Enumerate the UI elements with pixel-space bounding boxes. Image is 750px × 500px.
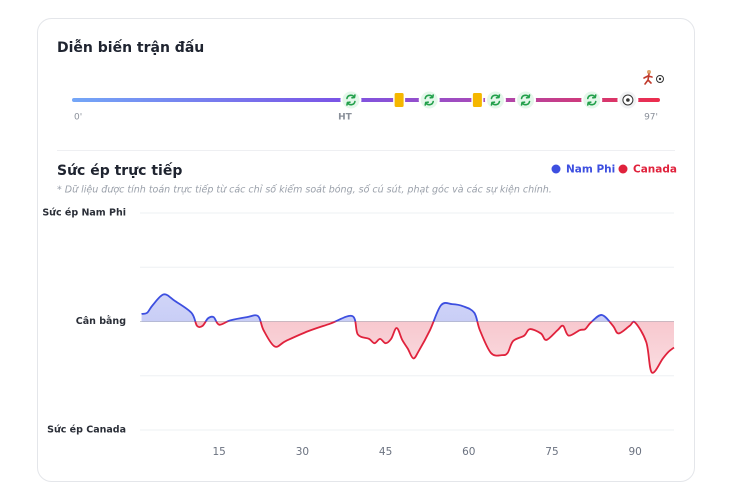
chart-subtitle: * Dữ liệu được tính toán trực tiếp từ cá…: [57, 185, 552, 196]
event-yellow: [471, 91, 484, 109]
legend-dot: [618, 164, 628, 174]
pressure-line: [141, 293, 675, 374]
event-goal: [617, 89, 639, 111]
event-sub: [484, 89, 506, 111]
event-sub: [581, 89, 603, 111]
card-title: Diễn biến trận đấu: [57, 39, 204, 56]
sub-icon: [424, 94, 435, 106]
y-tick-label: Sức ép Nam Phi: [42, 208, 126, 219]
chart-title: Sức ép trực tiếp: [57, 162, 182, 179]
yellow-card: [394, 93, 404, 107]
event-sub: [340, 89, 362, 111]
x-tick-label: 60: [462, 446, 475, 458]
runner-icon: [643, 70, 664, 85]
card: [37, 18, 695, 482]
event-yellow: [393, 91, 406, 109]
half-time-label: HT: [338, 113, 353, 123]
x-tick-label: 30: [296, 446, 309, 458]
event-sub: [418, 89, 440, 111]
ball-patch: [626, 98, 630, 102]
sub-icon: [490, 94, 501, 106]
legend-label: Nam Phi: [566, 164, 615, 176]
sub-icon-bg: [484, 89, 506, 111]
legend-dot: [551, 164, 561, 174]
event-sub: [515, 89, 537, 111]
sub-icon-bg: [581, 89, 603, 111]
sub-icon-bg: [418, 89, 440, 111]
x-tick-label: 15: [213, 446, 226, 458]
timeline-end: 97': [644, 113, 658, 123]
sub-icon-bg: [515, 89, 537, 111]
x-tick-label: 90: [628, 446, 641, 458]
sub-icon: [520, 94, 531, 106]
y-tick-label: Cân bằng: [76, 316, 126, 327]
sub-icon: [346, 94, 356, 106]
x-tick-label: 75: [545, 446, 558, 458]
yellow-card: [472, 93, 482, 107]
sub-icon: [586, 94, 597, 106]
y-tick-label: Sức ép Canada: [47, 425, 126, 436]
legend-label: Canada: [633, 164, 677, 176]
pressure-area: [141, 294, 674, 373]
sub-icon-bg: [340, 89, 362, 111]
x-tick-label: 45: [379, 446, 392, 458]
timeline-start: 0': [74, 113, 82, 123]
